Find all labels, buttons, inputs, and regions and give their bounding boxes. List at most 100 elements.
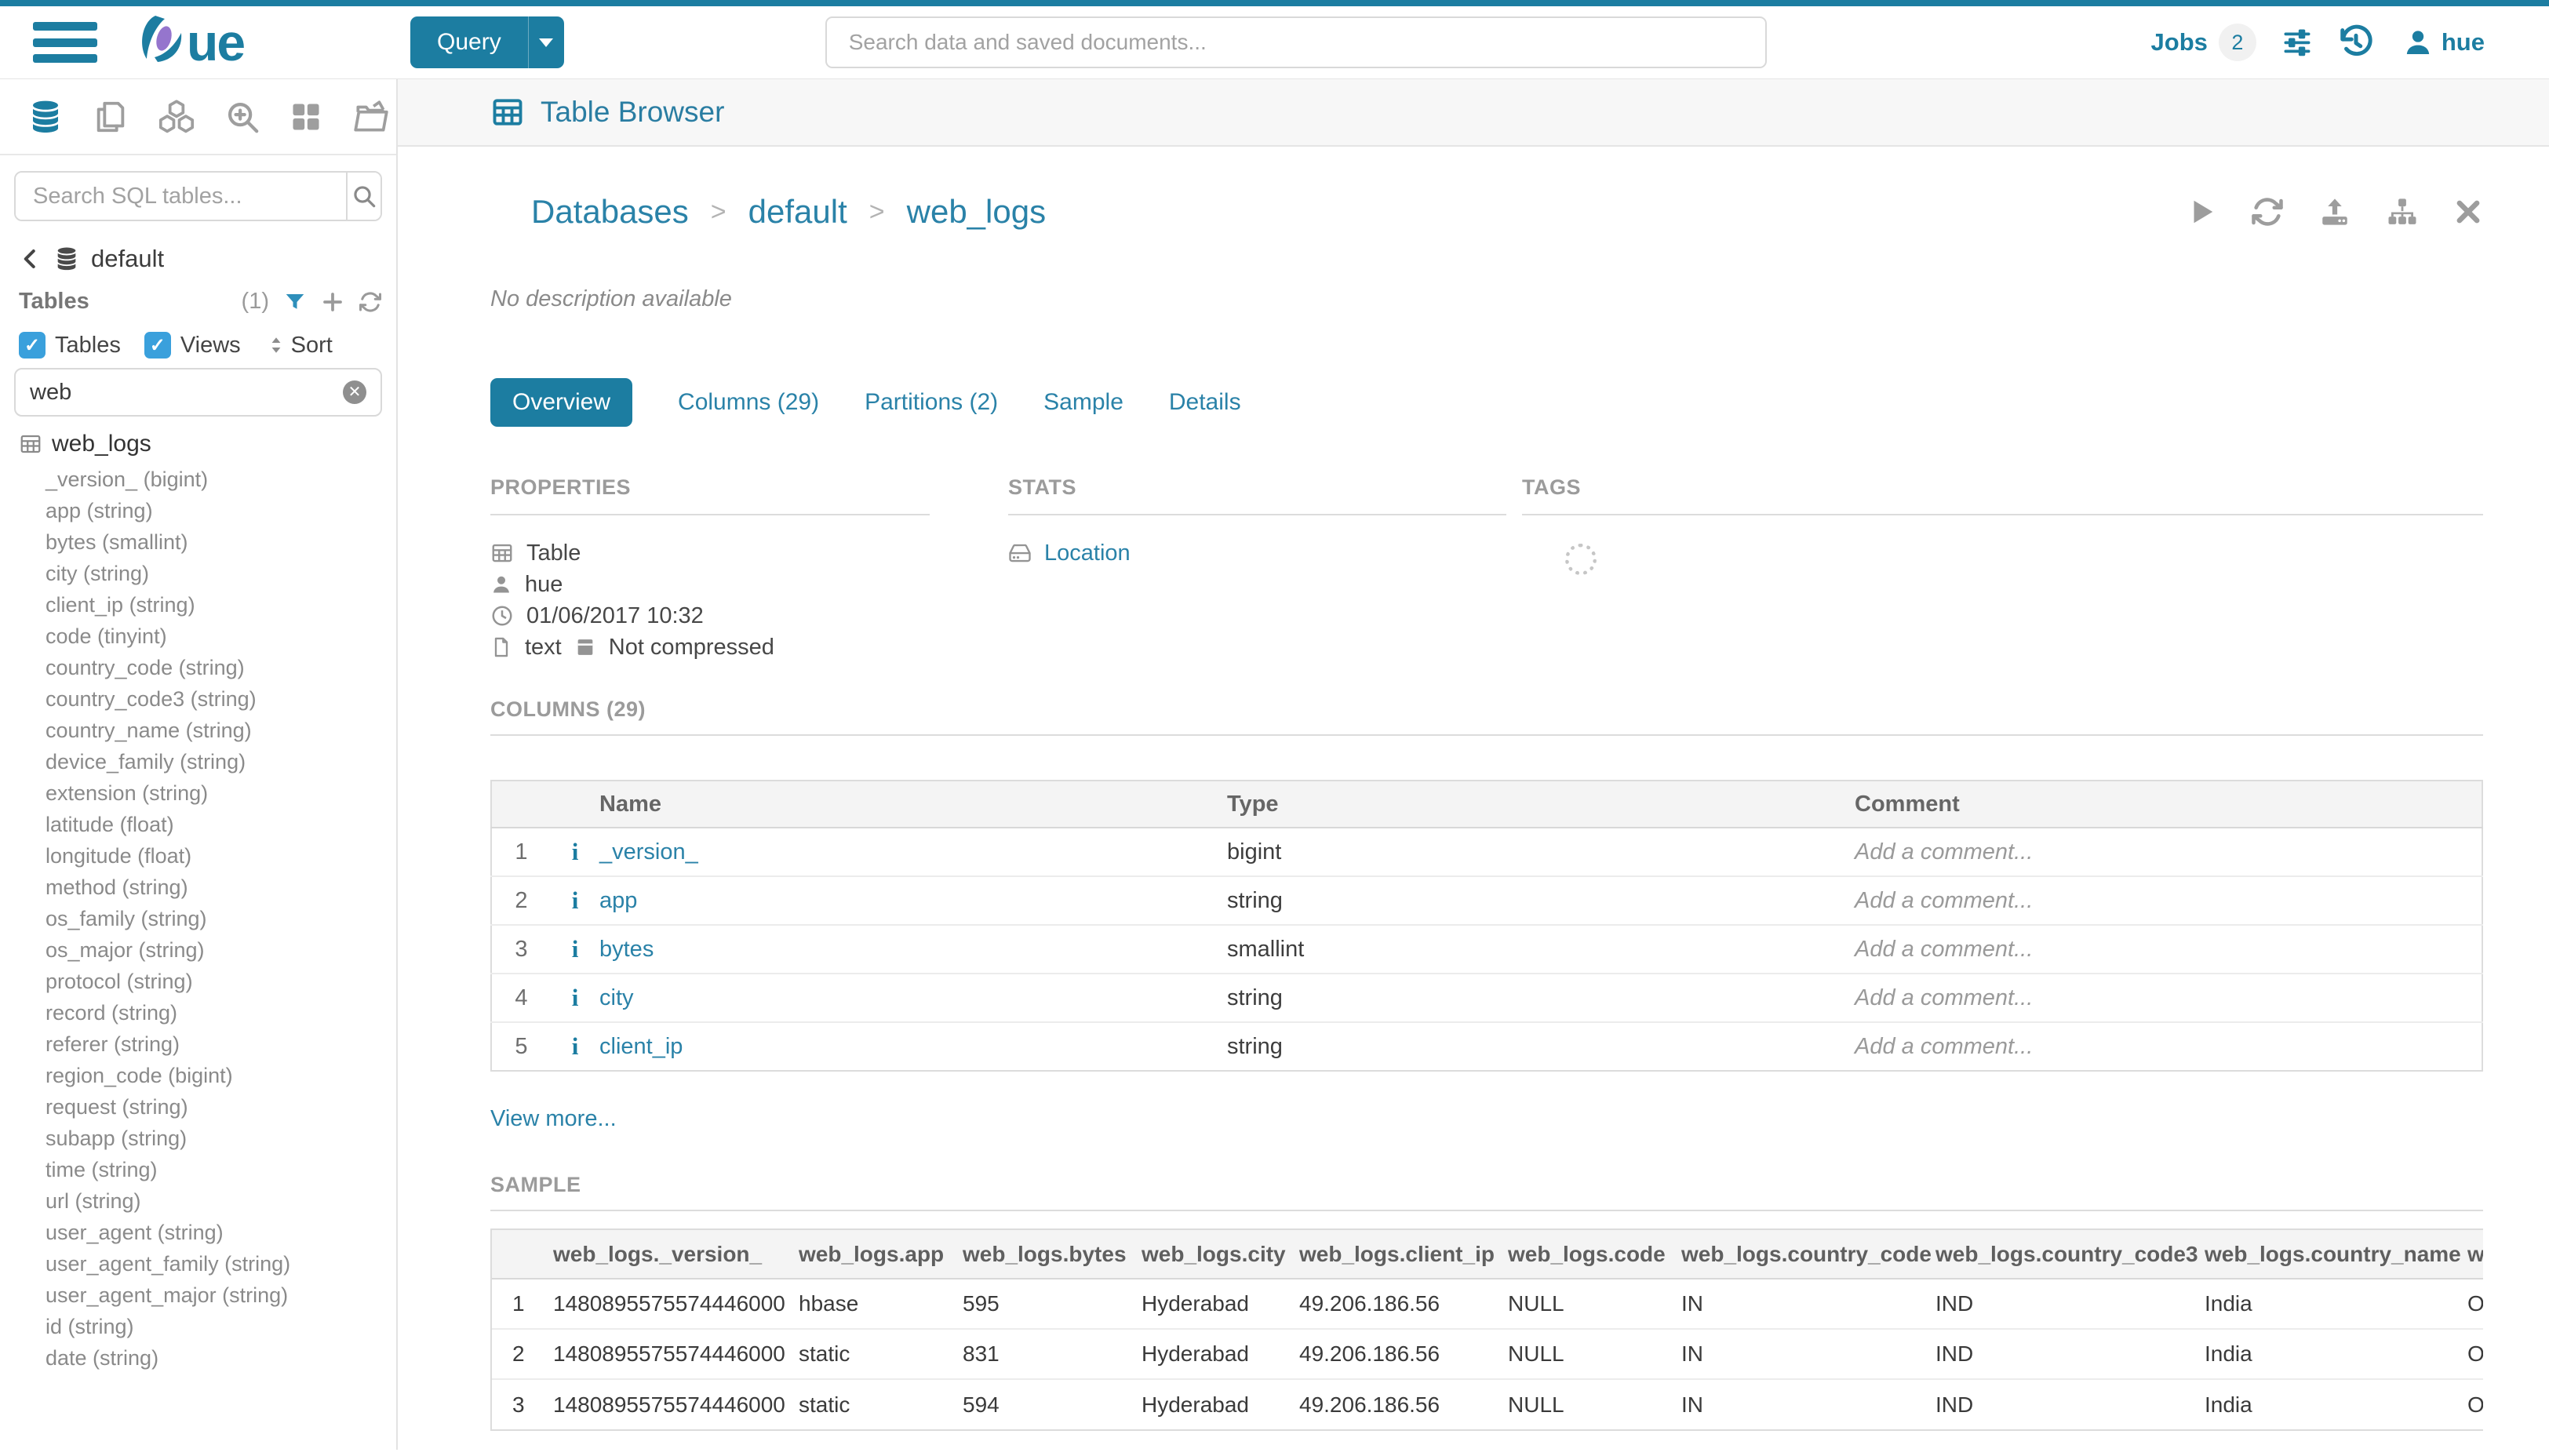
breadcrumb: Databases > default > web_logs	[531, 193, 1046, 231]
query-play-icon[interactable]	[2187, 197, 2216, 227]
column-comment[interactable]: Add a comment...	[1855, 1021, 2482, 1071]
column-comment[interactable]: Add a comment...	[1855, 875, 2482, 925]
column-name-link[interactable]: app	[599, 887, 638, 913]
breadcrumb-item[interactable]: default	[748, 193, 847, 230]
column-comment[interactable]: Add a comment...	[1855, 839, 2034, 864]
hamburger-menu-button[interactable]	[33, 22, 97, 63]
tab-sample[interactable]: Sample	[1043, 389, 1123, 415]
sidebar-column-item[interactable]: os_family (string)	[46, 907, 207, 930]
sidebar-column-item[interactable]: _version_ (bigint)	[46, 468, 209, 491]
column-comment[interactable]: Add a comment...	[1855, 924, 2482, 974]
tables-checkbox[interactable]	[19, 332, 46, 359]
settings-sliders-icon[interactable]	[2280, 25, 2314, 60]
sample-cell: NULL	[1508, 1378, 1681, 1429]
clock-icon	[492, 606, 512, 626]
column-name-link[interactable]: city	[599, 985, 634, 1010]
sidebar-column-item[interactable]: method (string)	[46, 875, 188, 899]
sidebar-column-item[interactable]: country_code3 (string)	[46, 687, 257, 711]
sidebar-column-item[interactable]: country_code (string)	[46, 656, 245, 679]
sidebar-column-item[interactable]: app (string)	[46, 499, 153, 522]
sidebar-column-item[interactable]: user_agent_major (string)	[46, 1283, 289, 1307]
info-icon[interactable]: i	[571, 886, 579, 914]
info-icon[interactable]: i	[571, 1032, 579, 1060]
property-type-value: Table	[526, 540, 581, 566]
sidebar-column-item[interactable]: country_name (string)	[46, 719, 252, 742]
columns-table-header: Comment	[1855, 781, 2482, 828]
refresh-icon[interactable]	[2251, 195, 2284, 228]
sidebar-column-item[interactable]: request (string)	[46, 1095, 188, 1119]
add-plus-icon[interactable]	[321, 290, 344, 314]
columns-table-row: 4 i city string Add a comment...	[491, 973, 2482, 1022]
clear-filter-icon[interactable]: ✕	[343, 380, 366, 404]
import-upload-icon[interactable]	[2318, 195, 2351, 228]
search-plus-icon[interactable]	[224, 99, 260, 135]
info-icon[interactable]: i	[571, 935, 579, 963]
sidebar-column-item[interactable]: referer (string)	[46, 1032, 180, 1056]
sidebar-column-item[interactable]: record (string)	[46, 1001, 178, 1025]
documents-folder-icon[interactable]	[351, 97, 391, 136]
sidebar-column-item[interactable]: os_major (string)	[46, 938, 205, 962]
sql-database-icon[interactable]	[27, 98, 64, 136]
sidebar-column-item[interactable]: client_ip (string)	[46, 593, 195, 617]
query-dropdown-button[interactable]	[527, 16, 564, 68]
sidebar-column-item[interactable]: city (string)	[46, 562, 150, 585]
breadcrumb-item[interactable]: web_logs	[906, 193, 1047, 230]
column-type: string	[1227, 875, 1855, 925]
query-button[interactable]: Query	[410, 16, 528, 68]
sql-tables-search-button[interactable]	[346, 173, 381, 220]
sidebar-column-item[interactable]: user_agent_family (string)	[46, 1252, 291, 1276]
sidebar-column-item[interactable]: url (string)	[46, 1189, 141, 1213]
columns-table-row: 2 i app string Add a comment...	[491, 875, 2482, 925]
info-icon[interactable]: i	[571, 984, 579, 1011]
column-name-link[interactable]: bytes	[599, 936, 654, 962]
table-description: No description available	[490, 286, 732, 311]
sidebar-column-item[interactable]: code (tinyint)	[46, 624, 167, 648]
sidebar-column-item[interactable]: time (string)	[46, 1158, 158, 1181]
sort-control[interactable]: Sort	[266, 333, 333, 359]
sample-cell: 49.206.186.56	[1299, 1328, 1508, 1379]
lineage-sitemap-icon[interactable]	[2386, 195, 2419, 228]
sidebar-table-name: web_logs	[52, 431, 151, 457]
back-chevron-icon[interactable]	[19, 247, 42, 271]
apps-grid-icon[interactable]	[289, 100, 323, 134]
sql-tables-search-input[interactable]	[16, 173, 346, 220]
user-menu[interactable]: hue	[2402, 27, 2485, 58]
location-link[interactable]: Location	[1044, 540, 1131, 566]
property-owner-value: hue	[525, 571, 563, 597]
database-name[interactable]: default	[91, 245, 165, 272]
cubes-icon[interactable]	[157, 97, 196, 136]
sidebar-column-item[interactable]: device_family (string)	[46, 750, 246, 774]
sidebar-column-item[interactable]: id (string)	[46, 1315, 134, 1338]
view-more-link[interactable]: View more...	[490, 1106, 617, 1131]
sidebar-column-item[interactable]: region_code (bigint)	[46, 1064, 233, 1087]
filter-funnel-icon[interactable]	[283, 290, 307, 314]
column-name-link[interactable]: _version_	[599, 839, 698, 864]
sidebar-column-item[interactable]: date (string)	[46, 1346, 159, 1370]
tab-overview[interactable]: Overview	[490, 378, 633, 427]
tab-partitions-2[interactable]: Partitions (2)	[865, 389, 999, 415]
sidebar-column-item[interactable]: longitude (float)	[46, 844, 192, 868]
sidebar-column-item[interactable]: bytes (smallint)	[46, 530, 188, 554]
breadcrumb-item[interactable]: Databases	[531, 193, 689, 230]
close-icon[interactable]	[2453, 197, 2483, 227]
jobs-link[interactable]: Jobs	[2150, 28, 2208, 56]
column-name-link[interactable]: client_ip	[599, 1033, 683, 1059]
tab-columns-29[interactable]: Columns (29)	[678, 389, 820, 415]
history-icon[interactable]	[2338, 24, 2374, 60]
sidebar-column-item[interactable]: latitude (float)	[46, 813, 174, 836]
tab-details[interactable]: Details	[1168, 389, 1241, 415]
views-checkbox[interactable]	[144, 332, 171, 359]
jobs-count-badge[interactable]: 2	[2218, 24, 2256, 61]
hue-logo[interactable]: ue	[133, 10, 246, 75]
documents-icon[interactable]	[93, 99, 129, 135]
sidebar-column-item[interactable]: extension (string)	[46, 781, 209, 805]
table-filter-input[interactable]	[30, 379, 343, 406]
sidebar-column-item[interactable]: subapp (string)	[46, 1127, 188, 1150]
info-icon[interactable]: i	[571, 838, 579, 865]
global-search-input[interactable]	[825, 16, 1767, 68]
sidebar-table-web-logs[interactable]: web_logs	[14, 431, 382, 457]
sidebar-column-item[interactable]: user_agent (string)	[46, 1221, 224, 1244]
column-comment[interactable]: Add a comment...	[1855, 973, 2482, 1022]
refresh-icon[interactable]	[359, 290, 382, 314]
sidebar-column-item[interactable]: protocol (string)	[46, 970, 193, 993]
